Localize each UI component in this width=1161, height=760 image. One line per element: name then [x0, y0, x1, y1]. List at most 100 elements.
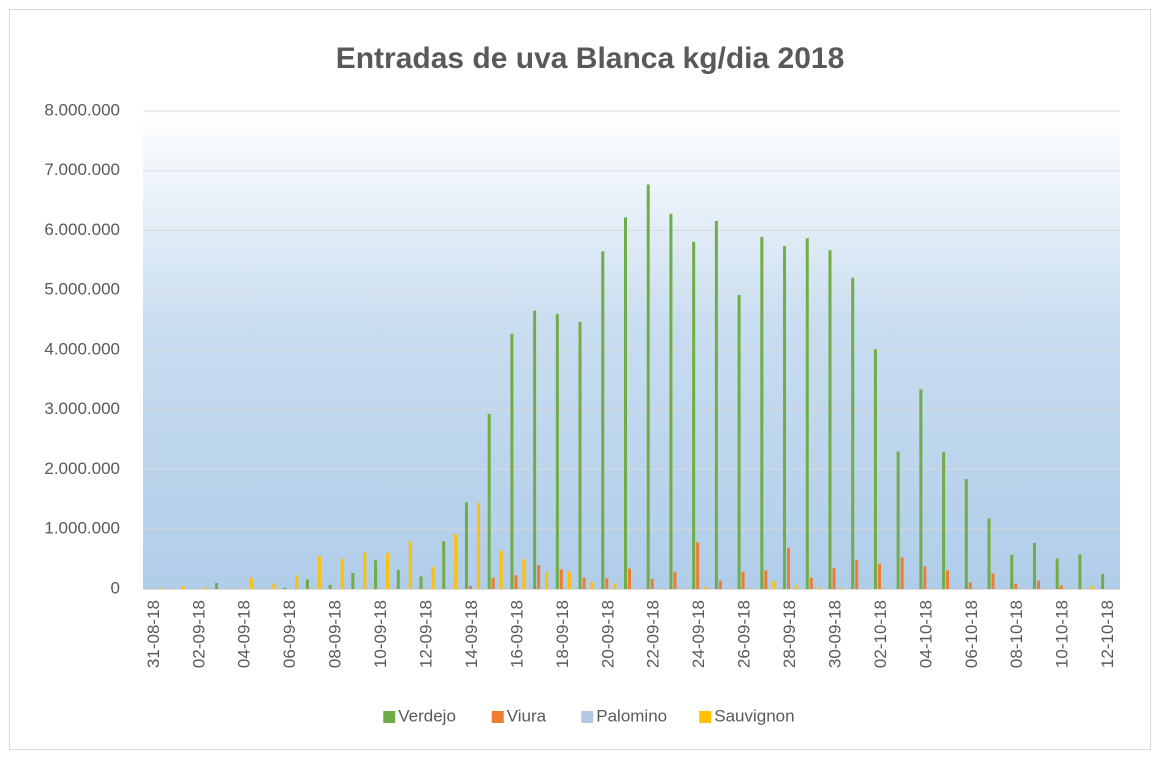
- bar: [851, 277, 855, 589]
- bar: [464, 502, 468, 589]
- x-tick-label: 02-09-18: [189, 600, 208, 668]
- bar: [340, 558, 344, 589]
- legend-swatch: [383, 711, 396, 723]
- bar: [454, 534, 458, 589]
- bar: [249, 577, 253, 589]
- chart-title: Entradas de uva Blanca kg/dia 2018: [336, 42, 845, 75]
- x-tick-label: 08-10-18: [1007, 600, 1026, 668]
- bar: [1036, 580, 1040, 589]
- bar: [1032, 542, 1036, 589]
- bar: [567, 571, 571, 589]
- bar: [741, 571, 745, 589]
- bar: [295, 575, 299, 589]
- bar: [817, 587, 821, 589]
- x-tick-label: 06-10-18: [962, 600, 981, 668]
- legend-label: Sauvignon: [714, 706, 794, 725]
- x-tick-label: 12-10-18: [1098, 600, 1117, 668]
- bar: [605, 578, 609, 589]
- bar: [158, 587, 162, 589]
- bar: [787, 547, 791, 589]
- bar: [772, 581, 776, 589]
- bar: [650, 578, 654, 589]
- bar: [386, 553, 390, 589]
- bar: [964, 479, 968, 589]
- x-tick-label: 24-09-18: [689, 600, 708, 668]
- bar: [204, 587, 208, 589]
- x-tick-label: 18-09-18: [553, 600, 572, 668]
- bar: [1078, 554, 1082, 589]
- bar: [408, 541, 412, 589]
- bar: [1055, 558, 1059, 589]
- bar: [215, 583, 219, 589]
- x-tick-label: 10-09-18: [371, 600, 390, 668]
- bar: [305, 579, 309, 589]
- bar: [805, 238, 809, 589]
- bar: [537, 565, 541, 589]
- x-tick-label: 16-09-18: [507, 600, 526, 668]
- bar: [510, 333, 514, 589]
- bar: [499, 550, 503, 589]
- x-tick-label: 28-09-18: [780, 600, 799, 668]
- bar: [181, 586, 185, 589]
- bar: [545, 572, 549, 589]
- legend-swatch: [699, 711, 712, 723]
- bar: [646, 184, 650, 589]
- bar: [514, 575, 518, 589]
- x-tick-label: 22-09-18: [644, 600, 663, 668]
- bar: [283, 587, 287, 589]
- legend-label: Palomino: [596, 706, 667, 725]
- x-tick-label: 14-09-18: [462, 600, 481, 668]
- bar: [601, 251, 605, 589]
- bar: [374, 560, 378, 589]
- y-tick-label: 5.000.000: [44, 280, 120, 299]
- bar: [396, 569, 400, 589]
- bar: [877, 563, 881, 589]
- bar: [590, 581, 594, 589]
- bar: [328, 584, 332, 589]
- bar: [795, 584, 799, 589]
- y-tick-label: 7.000.000: [44, 160, 120, 179]
- bar: [491, 577, 495, 589]
- legend-label: Viura: [507, 706, 547, 725]
- x-tick-label: 26-09-18: [735, 600, 754, 668]
- bar: [900, 557, 904, 589]
- y-tick-label: 1.000.000: [44, 519, 120, 538]
- bar: [468, 586, 472, 589]
- bar: [809, 577, 813, 589]
- bar: [272, 583, 276, 589]
- bar: [737, 295, 741, 589]
- bar: [673, 571, 677, 589]
- bar: [832, 568, 836, 589]
- bar: [919, 389, 923, 589]
- bar: [624, 217, 627, 590]
- y-tick-label: 0: [111, 578, 120, 597]
- bar: [987, 518, 991, 589]
- y-tick-label: 3.000.000: [44, 399, 120, 418]
- bar: [628, 568, 631, 589]
- x-tick-label: 06-09-18: [280, 600, 299, 668]
- bar: [896, 451, 900, 589]
- bar: [873, 349, 877, 589]
- y-tick-label: 8.000.000: [44, 100, 120, 119]
- legend-label: Verdejo: [398, 706, 456, 725]
- bar: [1059, 585, 1063, 589]
- x-tick-label: 10-10-18: [1053, 600, 1072, 668]
- bar: [317, 556, 321, 589]
- x-tick-label: 08-09-18: [326, 600, 345, 668]
- bar: [1090, 586, 1094, 589]
- bar: [419, 576, 423, 589]
- y-tick-label: 2.000.000: [44, 459, 120, 478]
- bar: [840, 587, 844, 589]
- y-tick-label: 4.000.000: [44, 339, 120, 358]
- legend-swatch: [581, 711, 594, 723]
- bar: [555, 314, 559, 589]
- bar: [613, 583, 617, 589]
- bar: [855, 559, 859, 589]
- x-tick-label: 30-09-18: [825, 600, 844, 668]
- bar: [559, 569, 563, 589]
- bar: [442, 541, 446, 589]
- bar: [696, 542, 700, 589]
- bar: [942, 452, 946, 589]
- x-tick-label: 31-08-18: [144, 600, 163, 668]
